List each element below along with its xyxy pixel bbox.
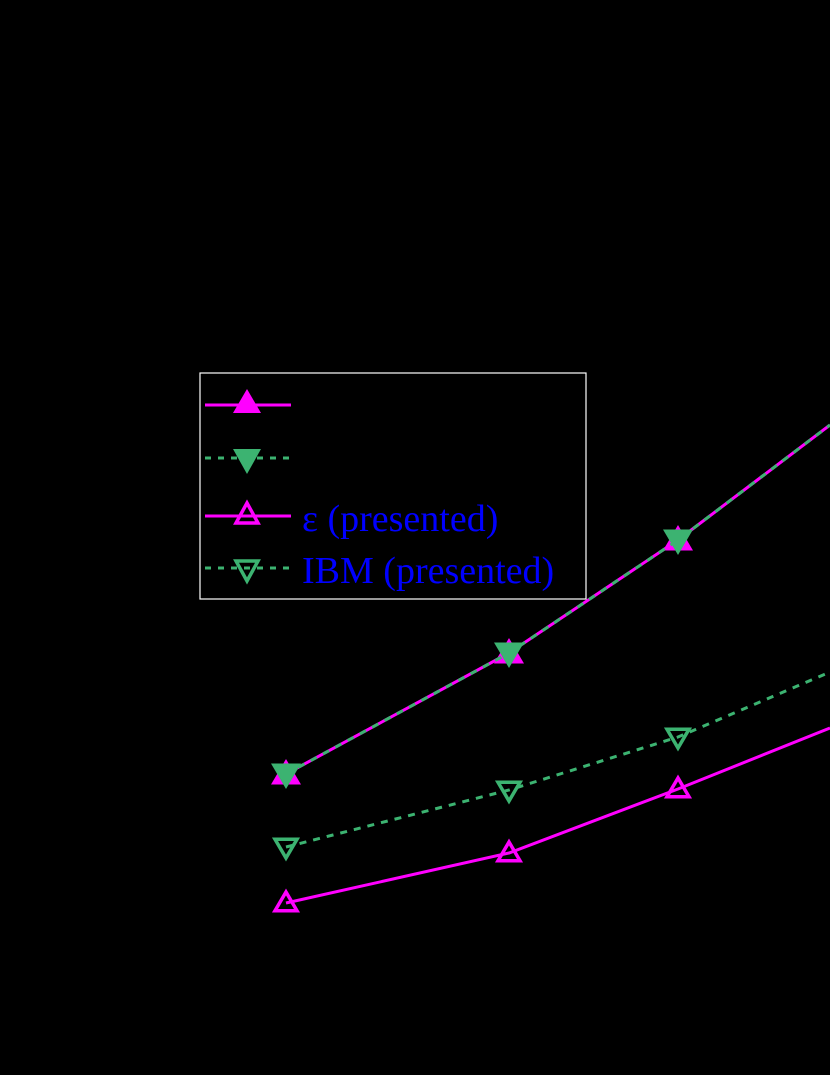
triangle-down-hollow-icon [233, 559, 261, 585]
triangle-down-filled-marker-icon [271, 763, 301, 789]
legend-label-3: ε (presented) [302, 498, 498, 540]
series-line [285, 670, 830, 849]
triangle-up-filled-icon [233, 389, 261, 413]
legend-box [199, 372, 587, 600]
series-3 [271, 726, 830, 913]
triangle-up-hollow-marker-icon [494, 838, 524, 863]
triangle-up-hollow-icon [233, 499, 261, 525]
triangle-up-hollow-marker-icon [271, 888, 301, 913]
triangle-down-filled-marker-icon [494, 642, 524, 668]
triangle-up-hollow-marker-icon [663, 774, 693, 799]
triangle-down-hollow-marker-icon [663, 727, 693, 752]
legend-label-4: IBM (presented) [302, 550, 554, 592]
legend-item-4: IBM (presented) [205, 550, 554, 592]
series-line [285, 423, 830, 776]
legend-item-3: ε (presented) [205, 498, 498, 540]
legend-item-2 [205, 449, 291, 474]
series-4 [271, 670, 830, 862]
plot-area [271, 423, 830, 913]
legend: ε (presented) IBM (presented) [199, 372, 587, 600]
triangle-down-filled-icon [233, 449, 261, 474]
triangle-down-filled-marker-icon [663, 529, 693, 555]
triangle-down-hollow-marker-icon [494, 780, 524, 805]
series-2 [271, 423, 830, 789]
series-line [285, 726, 830, 905]
triangle-down-hollow-marker-icon [271, 837, 301, 862]
legend-item-1 [205, 389, 291, 413]
